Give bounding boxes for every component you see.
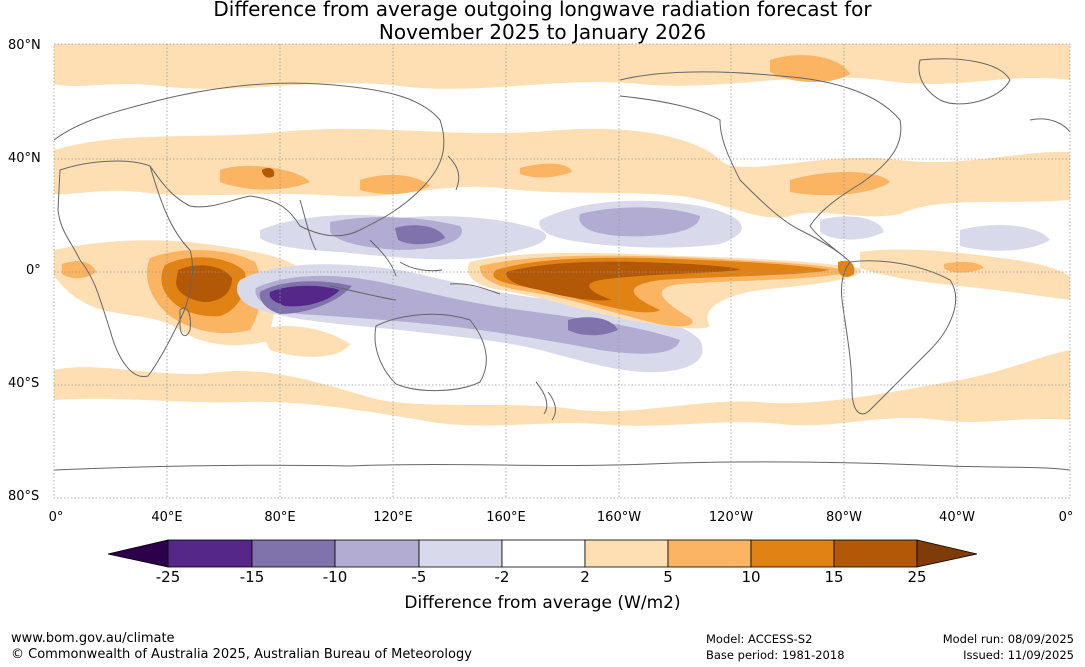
lon-label-120e: 120°E <box>373 510 413 525</box>
anomaly-field <box>54 44 1070 498</box>
lat-label-80s: 80°S <box>8 489 40 504</box>
colorbar-tick: 5 <box>663 568 673 586</box>
colorbar-bin-7 <box>667 539 752 568</box>
colorbar-tick: 15 <box>824 568 844 586</box>
lon-label-80e: 80°E <box>264 510 296 525</box>
colorbar-tick: 10 <box>741 568 761 586</box>
footer-issued: Issued: 11/09/2025 <box>963 648 1074 662</box>
lon-label-80w: 80°W <box>826 510 862 525</box>
colorbar-label: Difference from average (W/m2) <box>404 593 681 613</box>
lat-label-40s: 40°S <box>8 376 40 391</box>
coastlines <box>54 58 1070 471</box>
colorbar-tick: -25 <box>155 568 181 586</box>
colorbar-bin-2 <box>251 539 336 568</box>
graticule <box>54 44 1070 498</box>
colorbar-bin-4 <box>418 539 503 568</box>
colorbar-bin-8 <box>750 539 835 568</box>
colorbar-bin-6 <box>584 539 669 568</box>
lon-label-120w: 120°W <box>708 510 754 525</box>
colorbar-tick: 25 <box>907 568 927 586</box>
footer-model-run: Model run: 08/09/2025 <box>942 632 1074 646</box>
colorbar-bin-3 <box>334 539 420 568</box>
lat-label-40n: 40°N <box>8 151 41 166</box>
lon-label-0-east: 0° <box>1058 510 1074 525</box>
map-title-line1: Difference from average outgoing longwav… <box>213 0 872 21</box>
lon-label-160w: 160°W <box>596 510 642 525</box>
colorbar-extend-low <box>107 539 169 568</box>
colorbar-tick: -2 <box>494 568 510 586</box>
colorbar-tick: -5 <box>411 568 427 586</box>
lon-label-40e: 40°E <box>151 510 183 525</box>
footer-base-period: Base period: 1981-2018 <box>706 648 845 662</box>
lat-label-80n: 80°N <box>8 38 41 53</box>
lon-label-160e: 160°E <box>486 510 526 525</box>
map-title-line2: November 2025 to January 2026 <box>378 20 707 44</box>
colorbar-tick: -15 <box>239 568 265 586</box>
colorbar-bin-5 <box>501 539 586 568</box>
footer-url[interactable]: www.bom.gov.au/climate <box>11 631 175 646</box>
colorbar-bin-9 <box>833 539 918 568</box>
colorbar-extend-high <box>916 539 978 568</box>
lon-label-40w: 40°W <box>939 510 975 525</box>
colorbar-tick: -10 <box>322 568 348 586</box>
footer-model: Model: ACCESS-S2 <box>706 632 813 646</box>
map-frame <box>53 43 1071 499</box>
footer-copyright: © Commonwealth of Australia 2025, Austra… <box>11 647 472 662</box>
lat-label-0: 0° <box>26 263 41 278</box>
colorbar-tick: 2 <box>580 568 590 586</box>
lon-label-0: 0° <box>48 510 64 525</box>
colorbar-bin-1 <box>167 539 253 568</box>
